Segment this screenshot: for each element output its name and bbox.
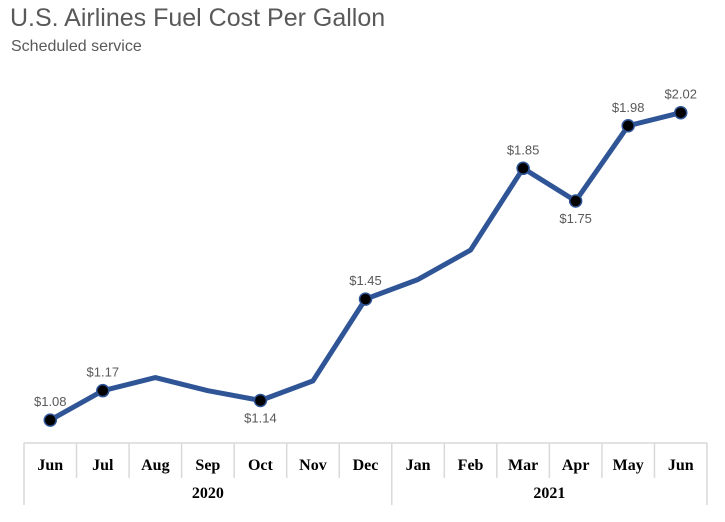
- data-label: $1.17: [87, 365, 120, 380]
- x-tick-label: Oct: [248, 457, 274, 474]
- data-point-marker: [516, 161, 530, 176]
- x-tick-label: Nov: [299, 457, 327, 474]
- data-label: $1.14: [244, 410, 277, 425]
- x-tick-label: Jun: [37, 457, 63, 474]
- data-point-marker: [358, 292, 373, 306]
- x-tick-label: Jul: [92, 457, 114, 474]
- data-label: $2.02: [664, 87, 697, 102]
- x-tick-label: Sep: [195, 457, 220, 474]
- x-tick-label: Dec: [353, 457, 379, 474]
- x-tick-label: May: [613, 457, 644, 474]
- data-point-marker: [96, 383, 110, 398]
- group-label: 2021: [533, 485, 565, 502]
- x-tick-label: Apr: [562, 457, 590, 474]
- data-label: $1.98: [612, 100, 645, 115]
- chart-subtitle: Scheduled service: [11, 38, 142, 55]
- x-tick-label: Aug: [141, 457, 169, 474]
- data-point-marker: [43, 413, 58, 427]
- chart-title: U.S. Airlines Fuel Cost Per Gallon: [10, 4, 386, 32]
- data-point-marker: [568, 194, 583, 208]
- x-tick-label: Jan: [406, 457, 431, 474]
- data-label: $1.85: [507, 142, 540, 157]
- data-label: $1.75: [559, 211, 592, 226]
- data-label: $1.45: [349, 273, 382, 288]
- data-point-marker: [673, 105, 688, 120]
- group-label: 2020: [192, 485, 224, 502]
- data-point-marker: [621, 119, 635, 133]
- data-label: $1.08: [34, 394, 67, 409]
- series-line: [49, 110, 682, 423]
- data-point-marker: [253, 393, 268, 408]
- x-tick-label: Feb: [458, 457, 484, 474]
- x-tick-label: Mar: [508, 457, 538, 474]
- x-tick-label: Jun: [668, 457, 694, 474]
